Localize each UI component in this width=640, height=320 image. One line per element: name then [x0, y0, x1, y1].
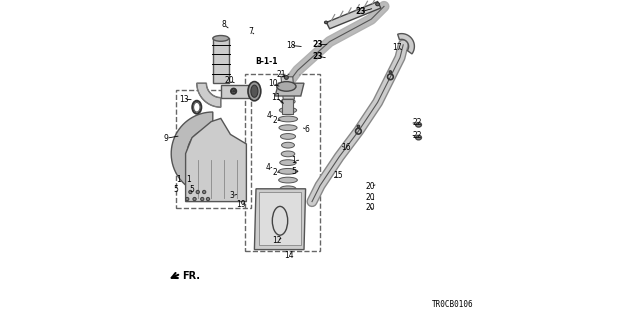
Text: 17: 17 — [392, 43, 403, 52]
Ellipse shape — [193, 197, 196, 201]
Text: 4: 4 — [266, 163, 271, 172]
Ellipse shape — [276, 82, 296, 91]
Text: 23: 23 — [312, 52, 323, 60]
Text: B-1-1: B-1-1 — [255, 57, 278, 66]
Ellipse shape — [281, 151, 295, 157]
Ellipse shape — [251, 85, 258, 97]
Ellipse shape — [206, 197, 210, 201]
Text: 10: 10 — [268, 79, 278, 88]
Text: 1: 1 — [291, 156, 296, 165]
Ellipse shape — [212, 36, 229, 41]
Bar — [245, 74, 320, 251]
Text: 13: 13 — [179, 95, 189, 104]
Ellipse shape — [282, 90, 294, 96]
Ellipse shape — [376, 3, 380, 6]
Polygon shape — [282, 99, 292, 114]
Text: 9: 9 — [164, 134, 169, 143]
Ellipse shape — [189, 190, 192, 194]
Ellipse shape — [389, 71, 392, 73]
Text: 18: 18 — [286, 41, 295, 50]
Ellipse shape — [278, 168, 298, 174]
Text: 23: 23 — [312, 40, 323, 49]
Polygon shape — [259, 192, 301, 245]
Text: 22: 22 — [413, 118, 422, 127]
Polygon shape — [397, 34, 414, 54]
Polygon shape — [212, 38, 229, 83]
Ellipse shape — [357, 125, 360, 128]
Text: 20: 20 — [225, 76, 234, 85]
Text: 20: 20 — [365, 182, 376, 191]
Text: 2: 2 — [272, 168, 277, 177]
Text: 8: 8 — [221, 20, 227, 29]
Text: 20: 20 — [365, 193, 376, 202]
Text: 5: 5 — [291, 167, 296, 176]
Text: 3: 3 — [230, 191, 234, 200]
Ellipse shape — [201, 197, 204, 201]
Ellipse shape — [416, 123, 422, 127]
Polygon shape — [254, 189, 306, 250]
Text: 11: 11 — [271, 93, 281, 102]
Ellipse shape — [202, 190, 206, 194]
Ellipse shape — [186, 197, 189, 201]
Text: 2: 2 — [273, 116, 278, 125]
Text: TR0CB0106: TR0CB0106 — [432, 300, 474, 309]
Ellipse shape — [279, 108, 297, 113]
Ellipse shape — [233, 90, 235, 92]
Text: 7: 7 — [248, 27, 253, 36]
Text: 5: 5 — [189, 185, 195, 194]
Text: 16: 16 — [341, 143, 351, 152]
Text: 14: 14 — [284, 252, 294, 260]
Ellipse shape — [282, 142, 294, 148]
Ellipse shape — [281, 99, 295, 104]
Text: 19: 19 — [236, 200, 246, 209]
Polygon shape — [197, 83, 221, 107]
Text: 23: 23 — [355, 7, 366, 16]
Text: 5: 5 — [173, 185, 178, 194]
Text: 22: 22 — [413, 131, 422, 140]
Ellipse shape — [280, 133, 296, 139]
Ellipse shape — [279, 125, 297, 131]
Ellipse shape — [324, 21, 328, 24]
Text: 21: 21 — [277, 70, 286, 79]
Text: 15: 15 — [333, 171, 343, 180]
Text: 4: 4 — [266, 111, 271, 120]
Ellipse shape — [280, 186, 296, 192]
Polygon shape — [221, 85, 256, 98]
Polygon shape — [172, 112, 212, 193]
Text: FR.: FR. — [182, 271, 200, 281]
Ellipse shape — [278, 116, 298, 122]
Ellipse shape — [278, 177, 298, 183]
Polygon shape — [281, 77, 294, 99]
Ellipse shape — [284, 76, 288, 79]
Text: 20: 20 — [365, 203, 376, 212]
Ellipse shape — [248, 82, 261, 101]
Bar — [176, 90, 251, 208]
Polygon shape — [275, 83, 304, 96]
Text: 1: 1 — [176, 175, 181, 184]
Text: 12: 12 — [272, 236, 282, 245]
Polygon shape — [326, 2, 381, 29]
Polygon shape — [186, 118, 246, 202]
Ellipse shape — [196, 190, 200, 194]
Ellipse shape — [280, 160, 296, 165]
Text: 1: 1 — [186, 175, 191, 184]
Ellipse shape — [416, 135, 422, 140]
Text: 6: 6 — [305, 125, 310, 134]
